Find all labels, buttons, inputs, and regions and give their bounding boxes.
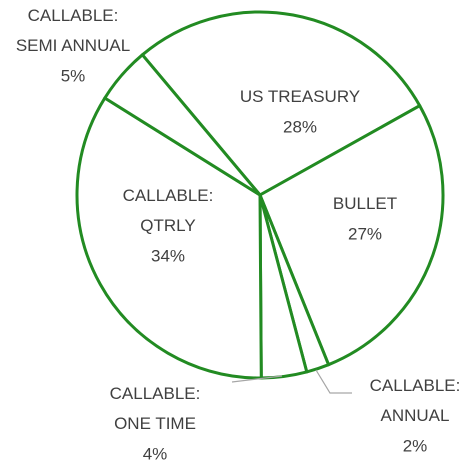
value-label: 4% — [143, 444, 168, 463]
category-label: CALLABLE: ONE TIME — [110, 384, 201, 433]
category-label: CALLABLE: ANNUAL — [370, 376, 461, 425]
category-label: CALLABLE: SEMI ANNUAL — [16, 6, 130, 55]
leader-line — [315, 369, 352, 394]
label-line: SEMI ANNUAL — [16, 36, 130, 55]
label-line: QTRLY — [140, 216, 195, 235]
label-line: ONE TIME — [114, 414, 196, 433]
label-line: CALLABLE: — [28, 6, 119, 25]
value-label: 28% — [283, 117, 317, 136]
label-line: ANNUAL — [381, 406, 450, 425]
value-label: 2% — [403, 436, 428, 455]
value-label: 34% — [151, 246, 185, 265]
category-label: CALLABLE: QTRLY — [123, 186, 214, 235]
category-label: BULLET — [333, 194, 397, 213]
label-line: BULLET — [333, 194, 397, 213]
pie-slice — [140, 10, 422, 197]
label-line: CALLABLE: — [123, 186, 214, 205]
label-line: US TREASURY — [240, 87, 360, 106]
pie-slice — [103, 53, 262, 197]
value-label: 27% — [348, 224, 382, 243]
category-label: US TREASURY — [240, 87, 360, 106]
value-label: 5% — [61, 66, 86, 85]
pie-slice — [258, 104, 445, 367]
leader-line — [231, 375, 283, 383]
label-line: CALLABLE: — [110, 384, 201, 403]
label-line: CALLABLE: — [370, 376, 461, 395]
